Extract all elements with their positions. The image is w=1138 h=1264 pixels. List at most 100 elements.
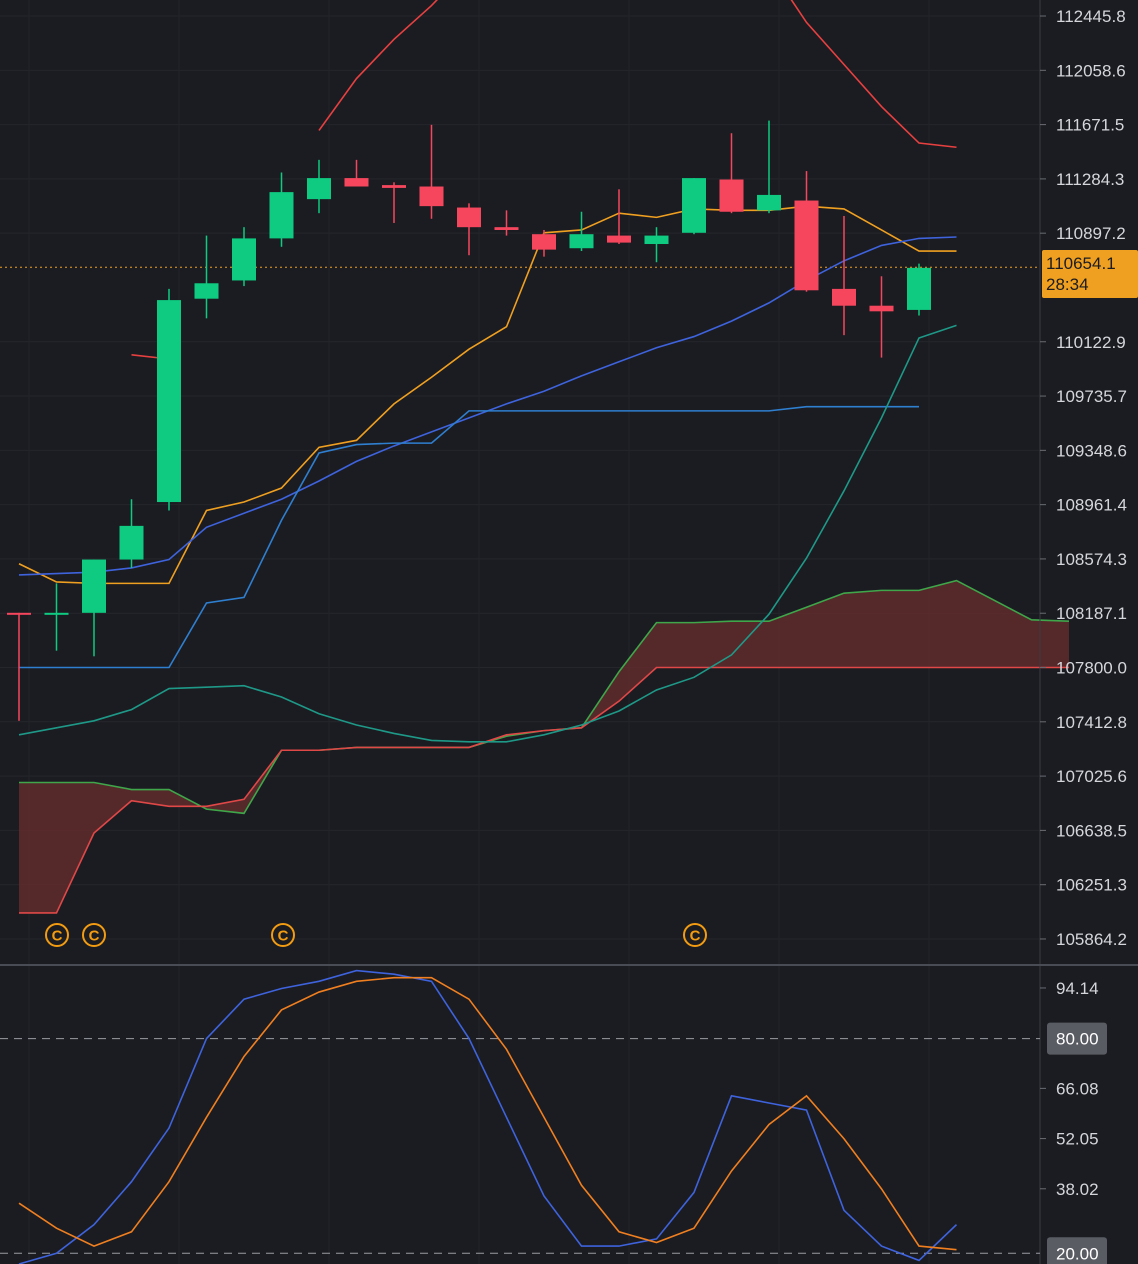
price-tick-label: 108187.1 xyxy=(1056,604,1127,623)
level-badge xyxy=(1047,1237,1107,1264)
stoch-d-line xyxy=(18,976,957,1251)
candle[interactable] xyxy=(269,172,294,247)
signal-marker[interactable]: C xyxy=(82,923,106,947)
candle[interactable] xyxy=(157,288,181,511)
upper-band-line xyxy=(318,0,957,149)
candle-countdown: 28:34 xyxy=(1046,275,1089,294)
signal-marker[interactable]: C xyxy=(683,923,707,947)
price-tick-label: 106638.5 xyxy=(1056,821,1127,840)
price-tick-label: 108961.4 xyxy=(1056,496,1127,515)
candle[interactable] xyxy=(44,583,69,651)
candle-body xyxy=(607,235,631,243)
stoch-k-line xyxy=(18,969,958,1264)
candle-body xyxy=(794,200,819,291)
candle[interactable] xyxy=(382,182,406,223)
candle-body xyxy=(757,194,781,211)
price-axis: 112445.8 112058.6 111671.5 111284.3 110897.2… xyxy=(1040,7,1127,949)
candle-body xyxy=(157,300,181,503)
candle[interactable] xyxy=(794,171,819,292)
candle-body xyxy=(194,283,219,299)
signal-marker-label: C xyxy=(690,928,701,945)
candle-body xyxy=(907,267,931,310)
osc-tick-label: 52.05 xyxy=(1056,1130,1099,1149)
signal-marker-label: C xyxy=(89,928,100,945)
price-tick-label: 105864.2 xyxy=(1056,930,1127,949)
candle[interactable] xyxy=(7,612,31,721)
candle[interactable] xyxy=(119,499,144,568)
osc-tick-label: 94.14 xyxy=(1056,979,1099,998)
stochastic-pane xyxy=(0,969,1040,1264)
candle[interactable] xyxy=(644,227,669,263)
candle[interactable] xyxy=(232,227,256,287)
price-tick-label: 107800.0 xyxy=(1056,659,1127,678)
current-price-label: 110654.1 xyxy=(1046,254,1116,273)
price-tick-label: 111284.3 xyxy=(1056,170,1124,189)
candle-body xyxy=(644,235,669,245)
candle-body xyxy=(344,178,369,187)
cloud-fill xyxy=(19,580,1069,913)
price-tick-label: 109348.6 xyxy=(1056,441,1127,460)
price-tick-label: 107412.8 xyxy=(1056,713,1127,732)
stochastic-axis: 80.00 20.00 94.14 66.08 52.05 38.02 xyxy=(1040,979,1107,1264)
price-tick-label: 107025.6 xyxy=(1056,767,1127,786)
candle-body xyxy=(382,185,406,188)
price-tick-label: 110897.2 xyxy=(1056,224,1126,243)
current-price-badge-bg xyxy=(1042,250,1138,298)
candle[interactable] xyxy=(532,229,556,257)
signal-marker[interactable]: C xyxy=(271,923,295,947)
candle[interactable] xyxy=(682,178,706,235)
candle-body xyxy=(232,238,256,281)
candlesticks xyxy=(7,120,931,721)
candle-body xyxy=(869,305,894,312)
price-tick-label: 108574.3 xyxy=(1056,550,1127,569)
candle[interactable] xyxy=(757,120,781,214)
level-badge-label: 20.00 xyxy=(1056,1244,1099,1263)
candle[interactable] xyxy=(194,235,219,319)
candle[interactable] xyxy=(832,215,856,336)
current-price-badge: 110654.1 28:34 xyxy=(1042,250,1138,298)
price-tick-label: 110122.9 xyxy=(1056,333,1126,352)
candle-body xyxy=(307,178,331,200)
candle-body xyxy=(419,186,444,207)
candle[interactable] xyxy=(307,159,331,214)
candle-body xyxy=(719,179,744,212)
price-tick-label: 106251.3 xyxy=(1056,876,1127,895)
candle-body xyxy=(44,612,69,615)
candle-body xyxy=(82,559,106,613)
candle-body xyxy=(569,234,594,249)
candle[interactable] xyxy=(344,159,369,187)
level-badge xyxy=(1047,1022,1107,1055)
candle[interactable] xyxy=(569,211,594,252)
senkou-span-b xyxy=(19,666,1069,914)
price-tick-label: 111671.5 xyxy=(1056,116,1124,135)
candle-body xyxy=(119,525,144,560)
candle[interactable] xyxy=(869,276,894,358)
candle-body xyxy=(269,192,294,239)
price-tick-label: 112058.6 xyxy=(1056,61,1126,80)
candle-body xyxy=(682,178,706,233)
osc-tick-label: 38.02 xyxy=(1056,1180,1099,1199)
candle[interactable] xyxy=(907,263,931,316)
candle[interactable] xyxy=(419,124,444,219)
candle-body xyxy=(7,612,31,615)
price-tick-label: 112445.8 xyxy=(1056,7,1126,26)
candle[interactable] xyxy=(82,559,106,657)
candle[interactable] xyxy=(494,210,519,236)
signal-marker[interactable]: C xyxy=(45,923,69,947)
candle-body xyxy=(832,288,856,306)
candle-body xyxy=(494,227,519,230)
signal-marker-label: C xyxy=(52,928,63,945)
tenkan-line xyxy=(19,405,919,669)
candle-body xyxy=(532,234,556,250)
ichimoku-cloud xyxy=(19,579,1070,914)
price-tick-label: 109735.7 xyxy=(1056,387,1127,406)
osc-tick-label: 66.08 xyxy=(1056,1079,1099,1098)
candle[interactable] xyxy=(457,203,481,256)
candle[interactable] xyxy=(607,189,631,245)
candle[interactable] xyxy=(719,133,744,214)
signal-marker-label: C xyxy=(278,928,289,945)
chikou-line xyxy=(18,324,957,743)
candle-body xyxy=(457,207,481,228)
